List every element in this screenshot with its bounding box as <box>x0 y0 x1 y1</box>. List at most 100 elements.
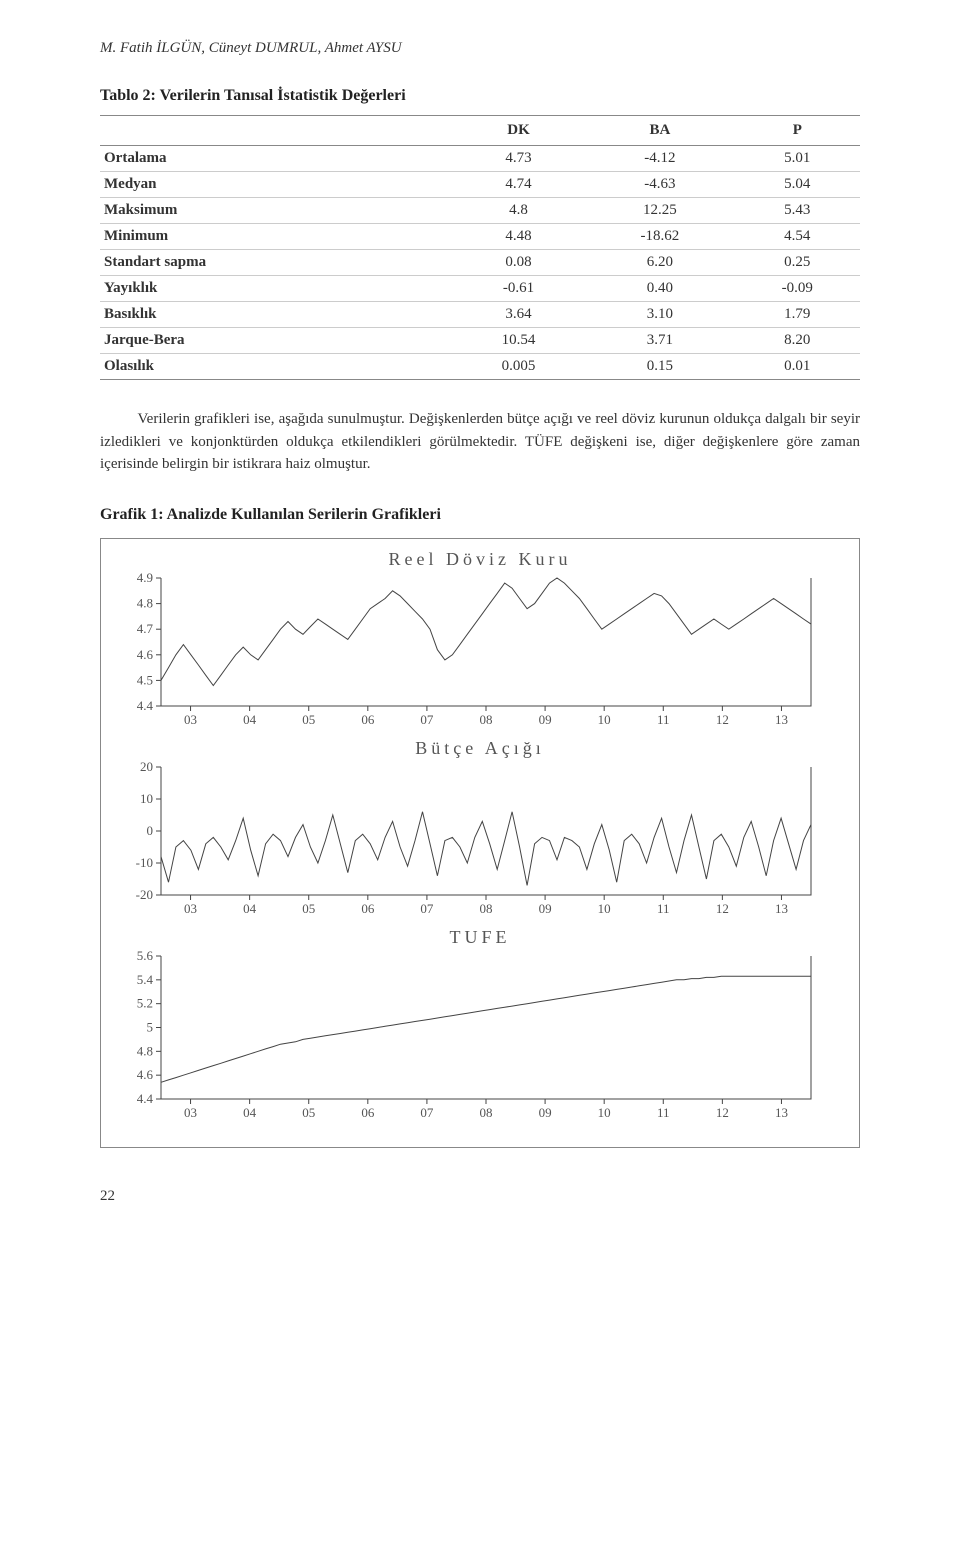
svg-text:11: 11 <box>657 712 670 727</box>
table-row: Olasılık0.0050.150.01 <box>100 354 860 380</box>
svg-text:4.4: 4.4 <box>137 698 154 713</box>
svg-text:-20: -20 <box>136 887 153 902</box>
svg-text:4.5: 4.5 <box>137 672 153 687</box>
svg-text:10: 10 <box>598 1105 611 1120</box>
svg-text:08: 08 <box>480 901 493 916</box>
table-cell: -0.09 <box>735 276 860 302</box>
table-cell: -18.62 <box>585 224 734 250</box>
chart-butce-acigi: -20-10010200304050607080910111213 <box>111 761 821 921</box>
panel-title-tufe: TUFE <box>111 927 849 948</box>
svg-text:4.7: 4.7 <box>137 621 154 636</box>
table-cell: -0.61 <box>452 276 585 302</box>
svg-text:03: 03 <box>184 1105 197 1120</box>
table-cell: 0.08 <box>452 250 585 276</box>
table-row: Basıklık3.643.101.79 <box>100 302 860 328</box>
svg-text:09: 09 <box>539 712 552 727</box>
table-cell: 5.43 <box>735 198 860 224</box>
table-cell: 12.25 <box>585 198 734 224</box>
panel-title-butce: Bütçe Açığı <box>111 738 849 759</box>
svg-text:08: 08 <box>480 712 493 727</box>
svg-text:12: 12 <box>716 901 729 916</box>
chart-title: Grafik 1: Analizde Kullanılan Serilerin … <box>100 506 860 524</box>
table-header-cell: P <box>735 116 860 146</box>
svg-text:12: 12 <box>716 1105 729 1120</box>
table-cell: 0.40 <box>585 276 734 302</box>
svg-text:5.2: 5.2 <box>137 995 153 1010</box>
table-title: Tablo 2: Verilerin Tanısal İstatistik De… <box>100 87 860 105</box>
chart-container: Reel Döviz Kuru 4.44.54.64.74.84.9030405… <box>100 538 860 1148</box>
svg-text:06: 06 <box>361 1105 375 1120</box>
svg-text:13: 13 <box>775 712 788 727</box>
svg-text:04: 04 <box>243 901 256 916</box>
svg-text:-10: -10 <box>136 855 153 870</box>
svg-text:03: 03 <box>184 712 197 727</box>
svg-text:09: 09 <box>539 901 552 916</box>
table-cell: 0.15 <box>585 354 734 380</box>
chart-tufe: 4.44.64.855.25.45.6030405060708091011121… <box>111 950 821 1125</box>
table-cell: Olasılık <box>100 354 452 380</box>
table-cell: Yayıklık <box>100 276 452 302</box>
page-number: 22 <box>100 1188 860 1205</box>
svg-text:13: 13 <box>775 901 788 916</box>
table-cell: Minimum <box>100 224 452 250</box>
table-cell: -4.12 <box>585 146 734 172</box>
svg-text:04: 04 <box>243 1105 256 1120</box>
table-cell: Jarque-Bera <box>100 328 452 354</box>
svg-text:06: 06 <box>361 901 375 916</box>
table-cell: Standart sapma <box>100 250 452 276</box>
table-header-cell: BA <box>585 116 734 146</box>
svg-text:09: 09 <box>539 1105 552 1120</box>
panel-reel: Reel Döviz Kuru 4.44.54.64.74.84.9030405… <box>111 549 849 732</box>
table-header-cell: DK <box>452 116 585 146</box>
table-cell: 4.54 <box>735 224 860 250</box>
table-cell: Basıklık <box>100 302 452 328</box>
svg-text:10: 10 <box>598 712 611 727</box>
body-paragraph: Verilerin grafikleri ise, aşağıda sunulm… <box>100 408 860 476</box>
table-cell: Medyan <box>100 172 452 198</box>
svg-text:12: 12 <box>716 712 729 727</box>
table-row: Jarque-Bera10.543.718.20 <box>100 328 860 354</box>
svg-text:5.4: 5.4 <box>137 971 154 986</box>
svg-text:4.9: 4.9 <box>137 572 153 585</box>
panel-tufe: TUFE 4.44.64.855.25.45.60304050607080910… <box>111 927 849 1125</box>
table-cell: 3.10 <box>585 302 734 328</box>
svg-text:0: 0 <box>147 823 154 838</box>
svg-text:20: 20 <box>140 761 153 774</box>
table-cell: 5.01 <box>735 146 860 172</box>
svg-text:11: 11 <box>657 1105 670 1120</box>
svg-text:4.6: 4.6 <box>137 646 154 661</box>
table-row: Medyan4.74-4.635.04 <box>100 172 860 198</box>
svg-text:5: 5 <box>147 1019 154 1034</box>
table-cell: 1.79 <box>735 302 860 328</box>
table-row: Yayıklık-0.610.40-0.09 <box>100 276 860 302</box>
stats-table: DKBAP Ortalama4.73-4.125.01Medyan4.74-4.… <box>100 115 860 380</box>
svg-text:07: 07 <box>420 712 434 727</box>
table-cell: 6.20 <box>585 250 734 276</box>
svg-text:10: 10 <box>598 901 611 916</box>
svg-text:13: 13 <box>775 1105 788 1120</box>
table-cell: 0.25 <box>735 250 860 276</box>
panel-butce: Bütçe Açığı -20-100102003040506070809101… <box>111 738 849 921</box>
svg-text:07: 07 <box>420 1105 434 1120</box>
table-row: Ortalama4.73-4.125.01 <box>100 146 860 172</box>
table-cell: 4.48 <box>452 224 585 250</box>
table-header-cell <box>100 116 452 146</box>
svg-text:5.6: 5.6 <box>137 950 154 963</box>
svg-text:08: 08 <box>480 1105 493 1120</box>
svg-text:11: 11 <box>657 901 670 916</box>
table-cell: 0.005 <box>452 354 585 380</box>
chart-reel-doviz-kuru: 4.44.54.64.74.84.90304050607080910111213 <box>111 572 821 732</box>
table-cell: 4.74 <box>452 172 585 198</box>
table-cell: 3.64 <box>452 302 585 328</box>
table-cell: 0.01 <box>735 354 860 380</box>
table-cell: Ortalama <box>100 146 452 172</box>
table-cell: 8.20 <box>735 328 860 354</box>
svg-text:4.8: 4.8 <box>137 595 153 610</box>
table-row: Maksimum4.812.255.43 <box>100 198 860 224</box>
table-cell: 10.54 <box>452 328 585 354</box>
svg-text:06: 06 <box>361 712 375 727</box>
svg-text:07: 07 <box>420 901 434 916</box>
table-cell: -4.63 <box>585 172 734 198</box>
table-row: Minimum4.48-18.624.54 <box>100 224 860 250</box>
svg-text:05: 05 <box>302 901 315 916</box>
